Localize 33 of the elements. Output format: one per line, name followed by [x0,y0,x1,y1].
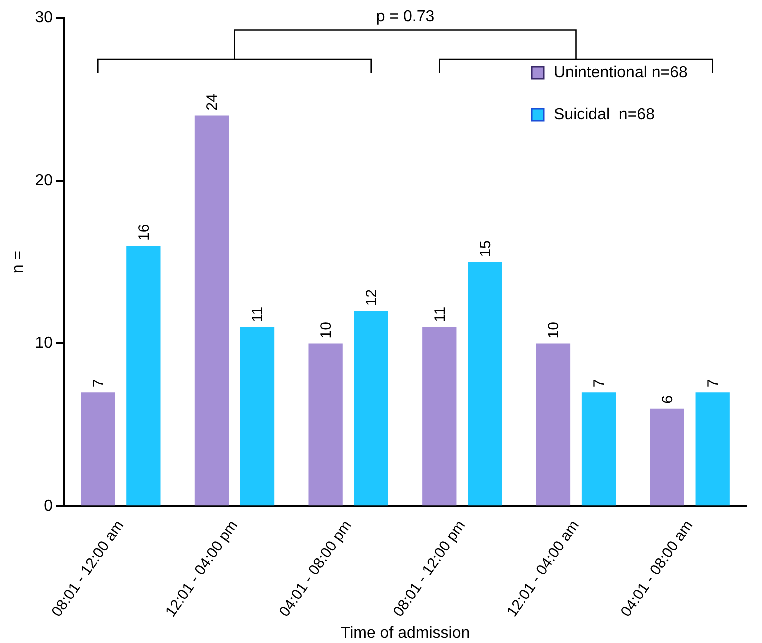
bar [468,262,502,506]
data-label: 24 [204,94,222,111]
y-tick-label: 20 [35,172,54,190]
data-label: 6 [659,396,676,404]
data-label: 12 [363,289,380,306]
data-label: 11 [432,306,449,322]
bar [81,392,116,506]
annotation: p = 0.73 [376,8,435,26]
bar [536,344,571,506]
bar [582,392,616,506]
bar [354,311,388,506]
data-label: 7 [591,379,608,388]
data-label: 16 [136,224,153,242]
y-tick-label: 10 [35,335,54,352]
x-axis-title: Time of admission [340,624,470,642]
data-label: 15 [477,240,494,258]
bar [696,392,730,506]
legend-label: Suicidal n=68 [554,106,656,124]
data-label: 10 [546,322,563,339]
y-axis-title: n = [10,250,28,274]
bar [422,327,457,506]
data-label: 7 [90,379,108,388]
bar [126,246,161,506]
bar [650,408,684,506]
bar [308,344,343,506]
legend-label: Unintentional n=68 [554,64,688,82]
data-label: 7 [704,379,722,388]
bar [240,327,275,506]
y-tick-label: 30 [35,9,54,26]
data-label: 10 [318,322,335,339]
y-tick-label: 0 [44,498,54,515]
bar [194,116,230,506]
data-label: 11 [250,306,267,322]
